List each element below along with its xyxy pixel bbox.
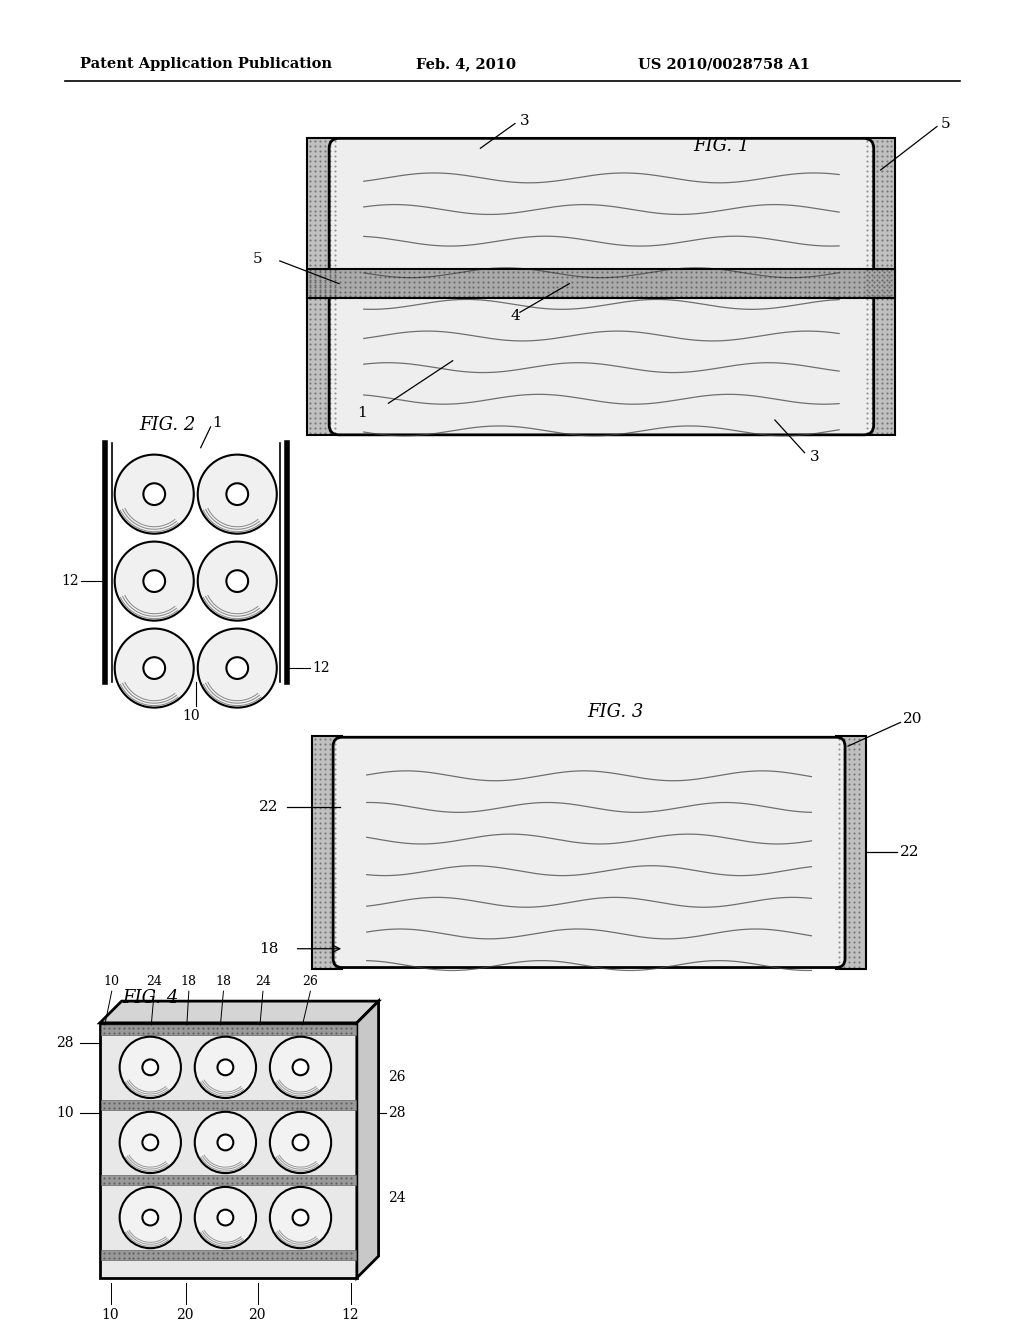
Text: 24: 24 [255,975,271,987]
Polygon shape [100,1001,379,1023]
Text: Patent Application Publication: Patent Application Publication [80,57,332,71]
Bar [307,269,895,298]
Bar [101,1250,356,1261]
Text: 26: 26 [388,1071,406,1084]
Circle shape [270,1036,331,1098]
Text: 5: 5 [253,252,263,265]
Bar [101,1024,356,1035]
Circle shape [115,541,194,620]
Circle shape [195,1111,256,1173]
Text: 24: 24 [388,1191,407,1205]
Bar [100,1023,356,1278]
Circle shape [143,483,165,506]
Bar [101,1175,356,1185]
Circle shape [198,628,276,708]
Text: 10: 10 [182,709,200,722]
Circle shape [270,1187,331,1249]
Circle shape [270,1111,331,1173]
Circle shape [293,1209,308,1225]
Circle shape [293,1060,308,1076]
Circle shape [195,1187,256,1249]
Text: 1: 1 [356,407,367,420]
Text: 10: 10 [101,1308,119,1320]
Circle shape [120,1036,181,1098]
Text: 28: 28 [56,1036,74,1049]
Text: 18: 18 [259,941,279,956]
Circle shape [226,657,248,678]
Circle shape [120,1111,181,1173]
Bar [864,139,895,434]
Text: FIG. 1: FIG. 1 [693,137,750,156]
Circle shape [226,570,248,591]
Circle shape [198,454,276,533]
Circle shape [217,1135,233,1150]
Text: FIG. 3: FIG. 3 [587,702,643,721]
Circle shape [120,1187,181,1249]
Text: 10: 10 [56,1106,74,1119]
Circle shape [142,1135,158,1150]
Circle shape [142,1209,158,1225]
Text: 3: 3 [520,114,529,128]
Text: 28: 28 [388,1106,406,1119]
Text: 20: 20 [176,1308,194,1320]
Text: 20: 20 [248,1308,265,1320]
Circle shape [198,541,276,620]
Text: 12: 12 [61,574,79,589]
Text: US 2010/0028758 A1: US 2010/0028758 A1 [639,57,811,71]
Circle shape [217,1209,233,1225]
Bar [101,1100,356,1110]
Text: 12: 12 [312,661,330,675]
Text: 1: 1 [213,416,222,430]
Text: 10: 10 [103,975,120,987]
Text: Feb. 4, 2010: Feb. 4, 2010 [416,57,516,71]
Text: 24: 24 [146,975,162,987]
Text: 5: 5 [941,116,950,131]
Bar [837,737,866,969]
Text: 20: 20 [903,713,923,726]
Circle shape [293,1135,308,1150]
Text: FIG. 4: FIG. 4 [123,989,179,1007]
Circle shape [226,483,248,506]
Text: 3: 3 [810,450,819,463]
Circle shape [143,657,165,678]
Text: 4: 4 [510,309,520,323]
Text: 18: 18 [215,975,231,987]
Text: 18: 18 [181,975,197,987]
Text: 22: 22 [900,845,920,859]
FancyBboxPatch shape [333,738,845,968]
Circle shape [217,1060,233,1076]
Circle shape [115,628,194,708]
Polygon shape [356,1001,379,1278]
Text: 22: 22 [259,800,279,814]
Bar [312,737,342,969]
Text: FIG. 2: FIG. 2 [139,416,196,434]
FancyBboxPatch shape [329,139,873,434]
Circle shape [142,1060,158,1076]
Bar [307,139,339,434]
Text: 12: 12 [341,1308,358,1320]
Circle shape [143,570,165,591]
Circle shape [115,454,194,533]
Circle shape [195,1036,256,1098]
Text: 26: 26 [302,975,318,987]
